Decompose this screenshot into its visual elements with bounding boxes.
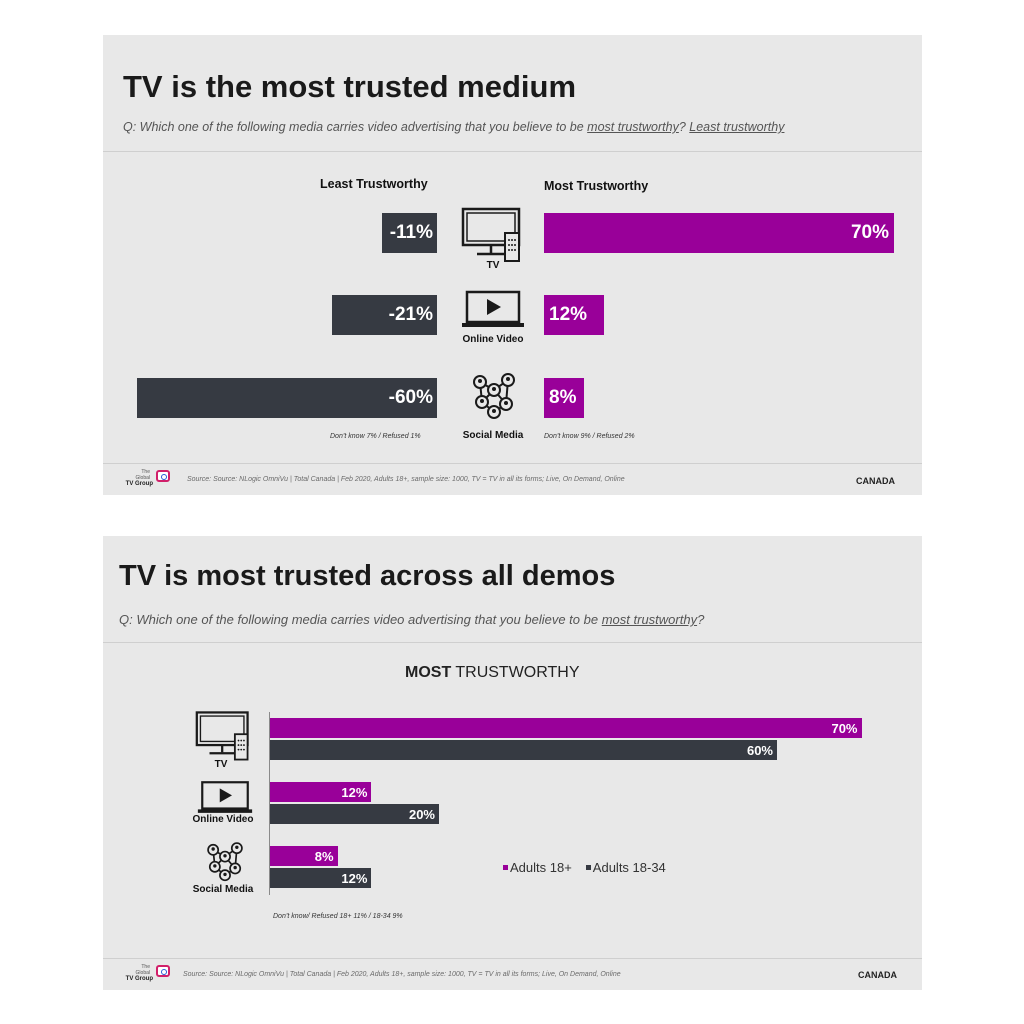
chart-title-bold: MOST (405, 664, 452, 681)
least-note: Don’t know 7% / Refused 1% (330, 433, 421, 440)
adults-18plus-bar: 70% (270, 718, 862, 738)
legend-item-adults-18plus: Adults 18+ (503, 860, 572, 875)
adults-18plus-bar: 8% (270, 846, 338, 866)
online-video-icon (462, 290, 524, 327)
social-media-label: Social Media (462, 430, 524, 441)
category-axis (269, 712, 270, 895)
header-divider (103, 642, 922, 643)
least-trustworthy-bar: -21% (332, 295, 437, 335)
slide-most-trusted-medium: TV is the most trusted medium Q: Which o… (103, 35, 922, 495)
most-trustworthy-bar: 8% (544, 378, 584, 418)
question-text: Q: Which one of the following media carr… (119, 612, 602, 627)
survey-question: Q: Which one of the following media carr… (119, 612, 704, 627)
logo-mark-icon (156, 965, 170, 977)
legend-label-adults-18plus: Adults 18+ (510, 860, 572, 875)
slide-title: TV is most trusted across all demos (119, 560, 616, 592)
global-tv-group-logo: The Global TV Group (115, 469, 170, 491)
question-separator: ? (678, 120, 690, 134)
country-label: CANADA (856, 476, 895, 486)
legend-label-adults-18-34: Adults 18-34 (592, 860, 666, 875)
adults-18plus-bar: 12% (270, 782, 372, 802)
footer-divider (103, 463, 922, 464)
most-trustworthy-bar: 12% (544, 295, 604, 335)
least-trustworthy-link: Least trustworthy (689, 120, 785, 134)
most-trustworthy-link: most trustworthy (587, 120, 679, 134)
adults-18-34-bar: 20% (270, 804, 439, 824)
dont-know-note: Don’t know/ Refused 18+ 11% / 18-34 9% (273, 913, 403, 920)
online-video-icon (197, 781, 253, 813)
most-note: Don’t know 9% / Refused 2% (544, 433, 635, 440)
social-media-label: Social Media (192, 884, 254, 895)
chart-legend: Adults 18+ Adults 18-34 (503, 860, 666, 875)
adults-18-34-bar: 12% (270, 868, 372, 888)
social-media-icon (473, 373, 515, 419)
most-trustworthy-header: Most Trustworthy (544, 179, 649, 193)
tv-label: TV (214, 759, 228, 770)
logo-text-tvgroup: TV Group (125, 976, 153, 982)
tv-icon (195, 711, 249, 761)
least-trustworthy-bar: -60% (137, 378, 437, 418)
legend-swatch-purple (503, 865, 508, 871)
logo-text-the: The (141, 469, 150, 475)
logo-text-tvgroup: TV Group (125, 481, 153, 487)
footer-divider (103, 958, 922, 959)
chart-title-rest: TRUSTWORTHY (451, 664, 580, 681)
online-video-label: Online Video (192, 814, 254, 825)
chart-title: MOST TRUSTWORTHY (405, 664, 580, 682)
legend-swatch-dark (585, 865, 591, 871)
online-video-label: Online Video (462, 334, 524, 345)
least-trustworthy-header: Least Trustworthy (320, 177, 428, 191)
most-trustworthy-bar: 70% (544, 213, 894, 253)
header-divider (103, 151, 922, 152)
logo-text-global: Global (135, 475, 150, 481)
legend-item-adults-18-34: Adults 18-34 (585, 860, 666, 875)
source-footnote: Source: Source: NLogic OmniVu | Total Ca… (187, 476, 625, 483)
logo-text-global: Global (135, 970, 150, 976)
logo-text-the: The (141, 964, 150, 970)
logo-mark-icon (156, 470, 170, 482)
source-footnote: Source: Source: NLogic OmniVu | Total Ca… (183, 971, 621, 978)
tv-icon (461, 207, 521, 262)
slide-trusted-across-demos: TV is most trusted across all demos Q: W… (103, 536, 922, 990)
country-label: CANADA (858, 970, 897, 980)
question-suffix: ? (697, 612, 705, 627)
question-text: Q: Which one of the following media carr… (123, 120, 588, 134)
slide-title: TV is the most trusted medium (123, 69, 577, 104)
global-tv-group-logo: The Global TV Group (115, 964, 170, 986)
survey-question: Q: Which one of the following media carr… (123, 120, 784, 134)
social-media-icon (207, 842, 243, 882)
tv-label: TV (486, 260, 500, 271)
adults-18-34-bar: 60% (270, 740, 777, 760)
least-trustworthy-bar: -11% (382, 213, 437, 253)
most-trustworthy-link: most trustworthy (601, 612, 698, 627)
